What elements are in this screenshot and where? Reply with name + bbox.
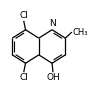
- Text: Cl: Cl: [19, 73, 28, 82]
- Text: OH: OH: [46, 73, 60, 82]
- Text: N: N: [49, 19, 55, 28]
- Text: Cl: Cl: [19, 11, 28, 20]
- Text: CH₃: CH₃: [72, 28, 88, 37]
